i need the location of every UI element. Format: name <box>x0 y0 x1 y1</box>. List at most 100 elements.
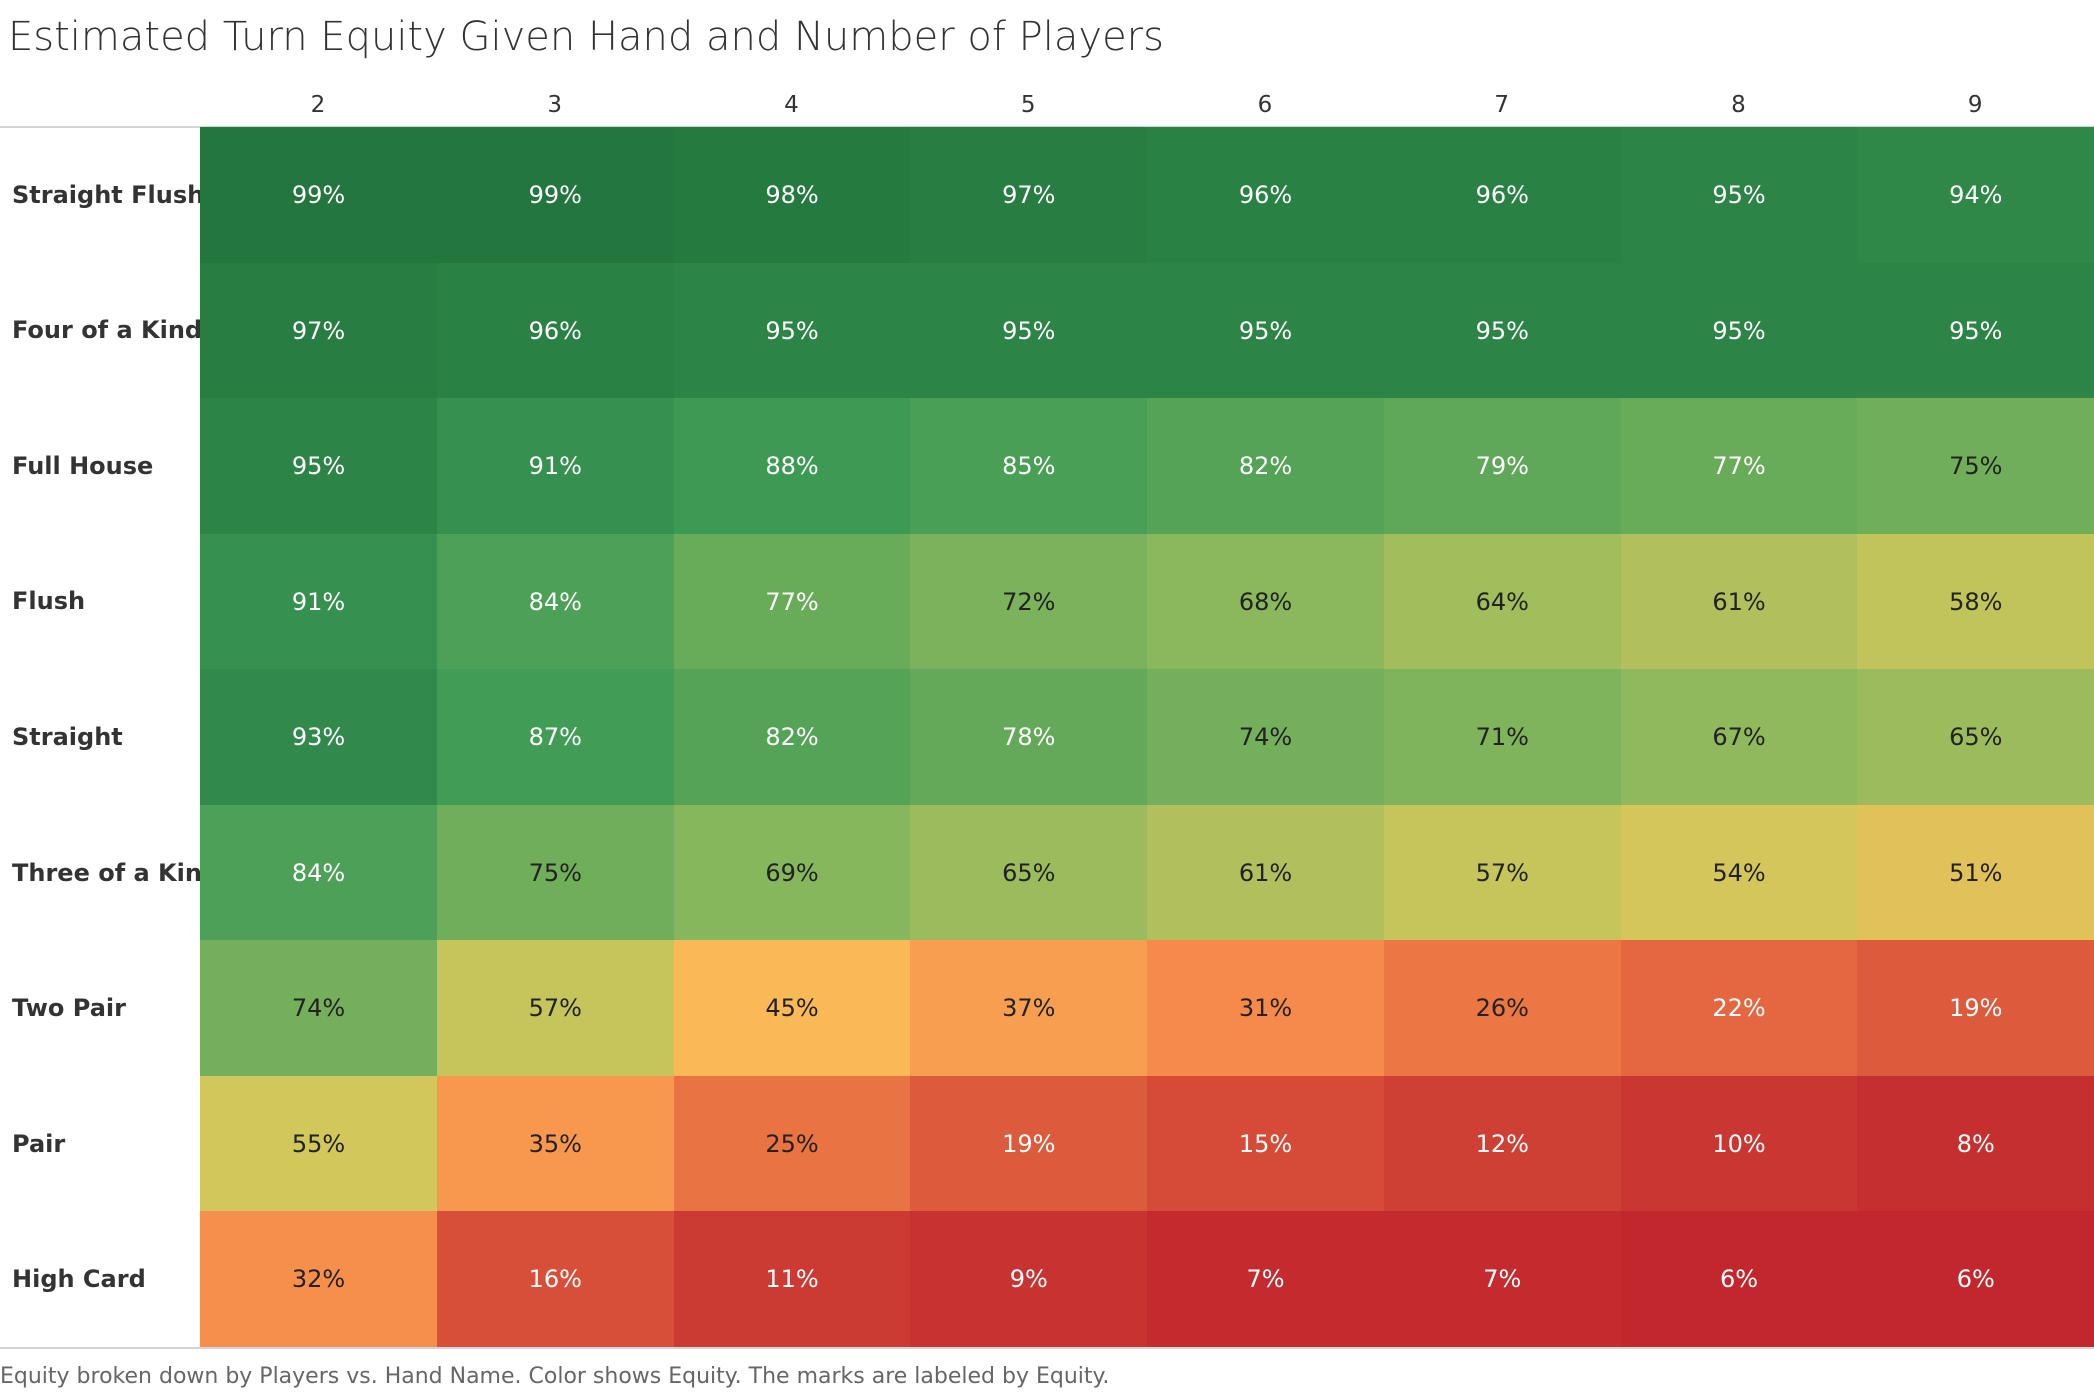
cell-value-label: 78% <box>1002 723 1056 752</box>
heatmap-cell: 68% <box>1147 533 1384 670</box>
cell-value-label: 74% <box>1238 723 1293 752</box>
heatmap-cell: 6% <box>1857 1211 2094 1348</box>
cell-value-label: 16% <box>528 1265 582 1294</box>
heatmap-cell: 77% <box>673 533 911 670</box>
heatmap-cell: 94% <box>1857 127 2094 263</box>
cell-value-label: 6% <box>1956 1265 1995 1294</box>
heatmap-cell: 64% <box>1383 533 1621 670</box>
cell-value-label: 65% <box>1949 723 2003 752</box>
heatmap-cell: 10% <box>1620 1075 1858 1212</box>
cell-value-label: 96% <box>528 316 582 345</box>
cell-value-label: 95% <box>1238 316 1293 345</box>
cell-value-label: 72% <box>1002 587 1056 616</box>
heatmap-cell: 99% <box>436 127 674 263</box>
cell-value-label: 35% <box>528 1129 582 1158</box>
heatmap-cell: 95% <box>1383 262 1621 399</box>
cell-value-label: 77% <box>765 587 819 616</box>
heatmap-cell: 65% <box>910 804 1148 941</box>
cell-value-label: 95% <box>765 316 819 345</box>
cell-value-label: 11% <box>765 1265 819 1294</box>
heatmap-cell: 95% <box>1147 262 1384 399</box>
cell-value-label: 82% <box>765 723 819 752</box>
heatmap-cell: 19% <box>910 1075 1148 1212</box>
row-label-straight: Straight <box>12 722 123 751</box>
heatmap-cell: 15% <box>1147 1075 1384 1212</box>
cell-value-label: 95% <box>1712 181 1766 209</box>
cell-value-label: 95% <box>1949 316 2003 345</box>
cell-value-label: 91% <box>291 587 346 616</box>
cell-value-label: 71% <box>1475 723 1529 752</box>
heatmap-cell: 71% <box>1383 669 1621 806</box>
heatmap-cell: 55% <box>200 1075 437 1212</box>
heatmap-cell: 12% <box>1383 1075 1621 1212</box>
cell-value-label: 98% <box>765 181 819 209</box>
cell-value-label: 19% <box>1949 994 2003 1023</box>
cell-value-label: 93% <box>291 723 346 752</box>
cell-value-label: 26% <box>1475 994 1529 1023</box>
heatmap-cell: 37% <box>910 940 1148 1077</box>
chart-title: Estimated Turn Equity Given Hand and Num… <box>8 14 1164 60</box>
heatmap-cell: 95% <box>673 262 911 399</box>
cell-value-label: 99% <box>291 181 346 209</box>
cell-value-label: 95% <box>291 452 346 481</box>
cell-value-label: 84% <box>291 858 346 887</box>
row-label-high-card: High Card <box>12 1265 146 1294</box>
row-label-three-of-a-kind: Three of a Kind <box>12 858 220 887</box>
cell-value-label: 7% <box>1246 1265 1285 1294</box>
column-label-8: 8 <box>1731 92 1746 118</box>
heatmap-cell: 31% <box>1147 940 1384 1077</box>
cell-value-label: 19% <box>1002 1129 1056 1158</box>
cell-value-label: 79% <box>1475 452 1529 481</box>
cell-value-label: 69% <box>765 858 819 887</box>
heatmap-cell: 84% <box>200 804 437 941</box>
cell-value-label: 75% <box>528 858 582 887</box>
heatmap-grid: 99% 99% 98% 97% 96% 96% 95% 94% 97% 96% 95% 95% 95% 9… <box>200 127 2094 1348</box>
heatmap-cell: 72% <box>910 533 1148 670</box>
heatmap-cell: 69% <box>673 804 911 941</box>
row-label-full-house: Full House <box>12 451 154 480</box>
heatmap-cell: 78% <box>910 669 1148 806</box>
cell-value-label: 96% <box>1475 181 1529 209</box>
heatmap-cell: 97% <box>200 262 437 399</box>
heatmap-cell: 16% <box>436 1211 674 1348</box>
heatmap-cell: 32% <box>200 1211 437 1348</box>
cell-value-label: 88% <box>765 452 819 481</box>
heatmap-cell: 45% <box>673 940 911 1077</box>
cell-value-label: 22% <box>1712 994 1766 1023</box>
row-label-flush: Flush <box>12 587 86 616</box>
heatmap-cell: 8% <box>1857 1075 2094 1212</box>
heatmap-cell: 61% <box>1147 804 1384 941</box>
cell-value-label: 51% <box>1949 858 2003 887</box>
heatmap-cell: 96% <box>1147 127 1384 263</box>
heatmap-cell: 57% <box>436 940 674 1077</box>
cell-value-label: 64% <box>1475 587 1529 616</box>
heatmap-cell: 91% <box>436 398 674 535</box>
heatmap-cell: 98% <box>673 127 911 263</box>
heatmap-cell: 26% <box>1383 940 1621 1077</box>
cell-value-label: 97% <box>291 316 346 345</box>
column-label-7: 7 <box>1494 92 1510 118</box>
cell-value-label: 75% <box>1949 452 2003 481</box>
heatmap-cell: 99% <box>200 127 437 263</box>
heatmap-cell: 91% <box>200 533 437 670</box>
cell-value-label: 68% <box>1238 587 1293 616</box>
row-label-straight-flush: Straight Flush <box>12 180 205 209</box>
heatmap-cell: 85% <box>910 398 1148 535</box>
cell-value-label: 85% <box>1002 452 1056 481</box>
cell-value-label: 9% <box>1009 1265 1048 1294</box>
cell-value-label: 99% <box>528 181 582 209</box>
heatmap-cell: 79% <box>1383 398 1621 535</box>
heatmap-cell: 95% <box>200 398 437 535</box>
heatmap-cell: 75% <box>1857 398 2094 535</box>
heatmap-cell: 97% <box>910 127 1148 263</box>
column-label-6: 6 <box>1257 92 1273 118</box>
heatmap-cell: 88% <box>673 398 911 535</box>
column-label-4: 4 <box>784 92 799 118</box>
cell-value-label: 95% <box>1475 316 1529 345</box>
cell-value-label: 25% <box>765 1129 819 1158</box>
heatmap-cell: 95% <box>1857 262 2094 399</box>
heatmap-cell: 87% <box>436 669 674 806</box>
heatmap-cell: 7% <box>1147 1211 1384 1348</box>
cell-value-label: 58% <box>1949 587 2003 616</box>
column-label-5: 5 <box>1020 92 1036 118</box>
